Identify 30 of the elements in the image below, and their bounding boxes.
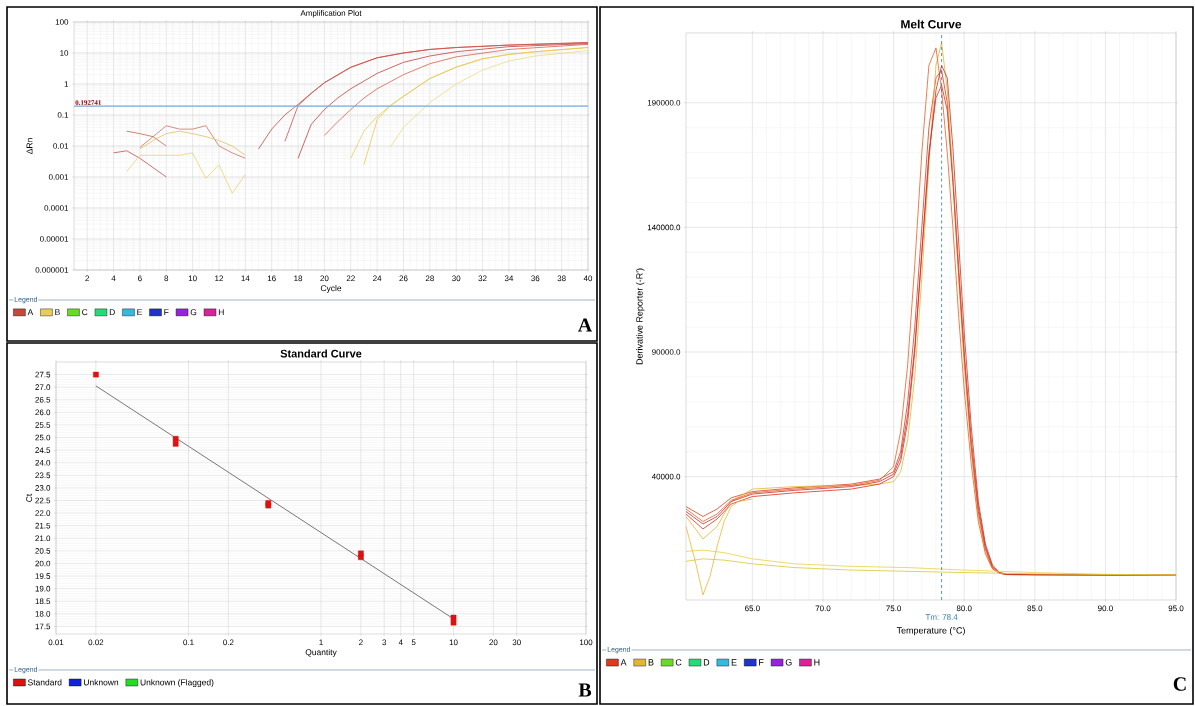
legend-label: D xyxy=(703,659,710,666)
text: A xyxy=(578,318,593,332)
legend-label: B xyxy=(55,309,60,316)
legend-label: F xyxy=(759,659,764,666)
x-axis-title: Cycle xyxy=(320,284,342,293)
legend-label: E xyxy=(137,309,142,316)
legend-label: C xyxy=(675,659,682,666)
chart-title: Melt Curve xyxy=(901,19,962,29)
y-axis-title: Derivative Reporter (-R') xyxy=(636,268,645,365)
text: B xyxy=(578,683,592,697)
x-axis-title: Temperature (°C) xyxy=(896,626,965,636)
legend-label: C xyxy=(82,309,88,316)
text: C xyxy=(1173,677,1186,691)
legend-label: E xyxy=(731,659,737,666)
legend-label: A xyxy=(620,659,627,666)
y-axis-title: ΔRn xyxy=(26,138,33,154)
legend-label: Unknown xyxy=(83,679,119,686)
legend-label: G xyxy=(785,659,792,666)
legend-label: H xyxy=(218,309,224,316)
legend-label: F xyxy=(164,309,169,316)
legend-label: G xyxy=(190,309,197,316)
legend-label: H xyxy=(814,659,820,666)
legend-label: B xyxy=(648,659,654,666)
x-axis-title: Quantity xyxy=(305,648,337,657)
legend-label: Unknown (Flagged) xyxy=(140,679,214,688)
chart-title: Standard Curve xyxy=(280,349,362,358)
legend-label: D xyxy=(109,309,115,316)
y-axis-title: Ct xyxy=(26,493,33,502)
legend-label: A xyxy=(27,309,34,316)
legend-label: Standard xyxy=(27,679,62,686)
